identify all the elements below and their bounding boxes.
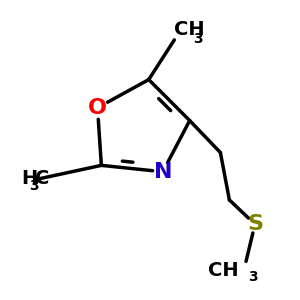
Text: H: H bbox=[21, 169, 37, 188]
Text: O: O bbox=[88, 98, 107, 118]
Text: C: C bbox=[35, 169, 49, 188]
Text: 3: 3 bbox=[194, 32, 203, 46]
Text: CH: CH bbox=[174, 20, 205, 39]
Text: 3: 3 bbox=[249, 270, 258, 284]
Text: 3: 3 bbox=[29, 179, 39, 193]
Text: N: N bbox=[154, 162, 172, 182]
Text: CH: CH bbox=[208, 261, 238, 280]
Text: S: S bbox=[247, 214, 263, 234]
